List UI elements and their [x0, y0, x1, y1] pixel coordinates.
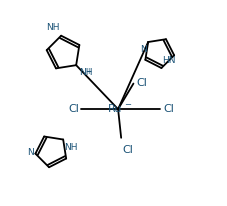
Text: HN: HN — [162, 56, 175, 65]
Text: −: − — [123, 100, 130, 109]
Text: Cl: Cl — [162, 104, 173, 114]
Text: NH: NH — [79, 68, 92, 77]
Text: NH: NH — [64, 143, 78, 152]
Text: Cl: Cl — [136, 77, 147, 88]
Text: N: N — [140, 45, 146, 54]
Text: Cl: Cl — [68, 104, 79, 114]
Text: Ru: Ru — [108, 104, 122, 114]
Text: N: N — [27, 148, 34, 157]
Text: +: + — [85, 67, 91, 76]
Text: NH: NH — [46, 23, 60, 32]
Text: Cl: Cl — [122, 145, 133, 154]
